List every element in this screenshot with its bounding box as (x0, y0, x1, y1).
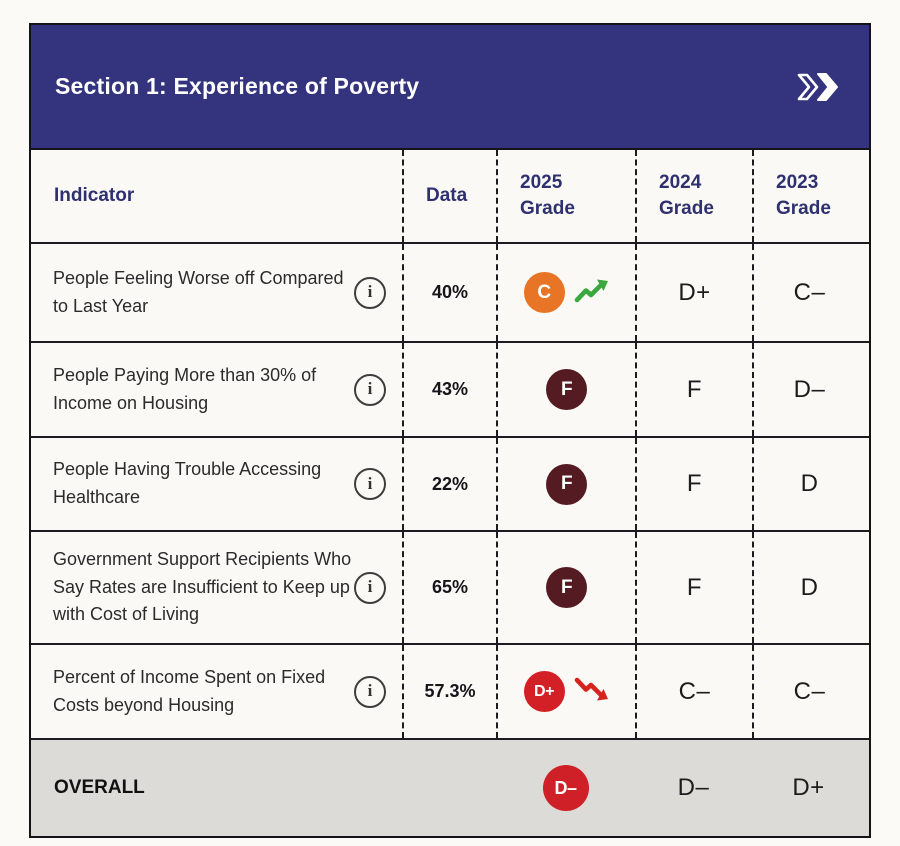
grade-2024-cell: F (635, 532, 752, 643)
table-row: Percent of Income Spent on Fixed Costs b… (31, 643, 869, 738)
col-header-data: Data (402, 150, 496, 242)
grade-badge: D+ (523, 671, 565, 712)
grade-2024-cell: C– (635, 645, 752, 738)
indicator-cell: Percent of Income Spent on Fixed Costs b… (31, 645, 402, 738)
table-row: Government Support Recipients Who Say Ra… (31, 530, 869, 643)
grade-badge: D– (542, 765, 589, 811)
col-header-2024-grade: 2024 Grade (635, 150, 752, 242)
report-card-section: Section 1: Experience of Poverty Indicat… (29, 23, 871, 838)
indicator-cell: People Having Trouble Accessing Healthca… (31, 438, 402, 530)
table-row: People Paying More than 30% of Income on… (31, 341, 869, 436)
info-icon[interactable]: i (354, 373, 386, 406)
overall-row: OVERALL D– D– D+ (31, 738, 869, 836)
info-icon[interactable]: i (354, 468, 386, 500)
overall-label: OVERALL (54, 777, 145, 798)
grade-badge: C (523, 272, 565, 313)
grade-2023-cell: D– (752, 343, 865, 436)
grade-badge: F (546, 463, 587, 505)
grade-2025-cell: F (496, 532, 635, 643)
section-header: Section 1: Experience of Poverty (31, 25, 869, 150)
section-title: Section 1: Experience of Poverty (55, 73, 420, 99)
overall-grade-2024-cell: D– (677, 774, 710, 801)
overall-data-cell-empty (402, 740, 496, 836)
data-cell: 57.3% (402, 645, 496, 738)
info-icon[interactable]: i (354, 276, 386, 309)
info-icon[interactable]: i (354, 675, 386, 708)
grade-2023-cell: D (752, 438, 865, 530)
overall-grade-2023-cell: D+ (792, 774, 825, 801)
indicator-cell: Government Support Recipients Who Say Ra… (31, 532, 402, 643)
grade-2025-cell: F (496, 438, 635, 530)
grade-badge: F (546, 567, 587, 608)
indicator-label: People Having Trouble Accessing Healthca… (53, 459, 322, 507)
grade-2025-cell: D+ (496, 645, 635, 738)
indicator-label: Government Support Recipients Who Say Ra… (53, 548, 352, 625)
grade-badge: F (546, 369, 587, 410)
indicator-cell: People Feeling Worse off Compared to Las… (31, 244, 402, 341)
grade-2023-cell: C– (752, 244, 865, 341)
grade-2024-cell: F (635, 343, 752, 436)
grade-2023-cell: D (752, 532, 865, 643)
info-icon[interactable]: i (354, 571, 386, 604)
data-cell: 40% (402, 244, 496, 341)
grade-2025-cell: C (496, 244, 635, 341)
indicator-label: People Feeling Worse off Compared to Las… (53, 267, 344, 316)
overall-grade-2025-cell: D– (496, 740, 635, 836)
col-header-2025-grade: 2025 Grade (496, 150, 635, 242)
grade-2024-cell: D+ (635, 244, 752, 341)
table-row: People Having Trouble Accessing Healthca… (31, 436, 869, 530)
indicator-label: Percent of Income Spent on Fixed Costs b… (53, 666, 326, 715)
indicator-label: People Paying More than 30% of Income on… (53, 364, 317, 413)
grade-2023-cell: C– (752, 645, 865, 738)
data-cell: 22% (402, 438, 496, 530)
col-header-indicator: Indicator (54, 185, 135, 207)
grade-2025-cell: F (496, 343, 635, 436)
double-chevron-right-icon[interactable] (795, 72, 841, 102)
trend-down-icon (574, 676, 610, 708)
table-header-row: Indicator Data 2025 Grade 2024 Grade 2023 G… (31, 150, 869, 242)
data-cell: 65% (402, 532, 496, 643)
col-header-2023-grade: 2023 Grade (752, 150, 865, 242)
table-row: People Feeling Worse off Compared to Las… (31, 242, 869, 341)
data-cell: 43% (402, 343, 496, 436)
trend-up-icon (574, 277, 610, 309)
indicator-cell: People Paying More than 30% of Income on… (31, 343, 402, 436)
grade-2024-cell: F (635, 438, 752, 530)
